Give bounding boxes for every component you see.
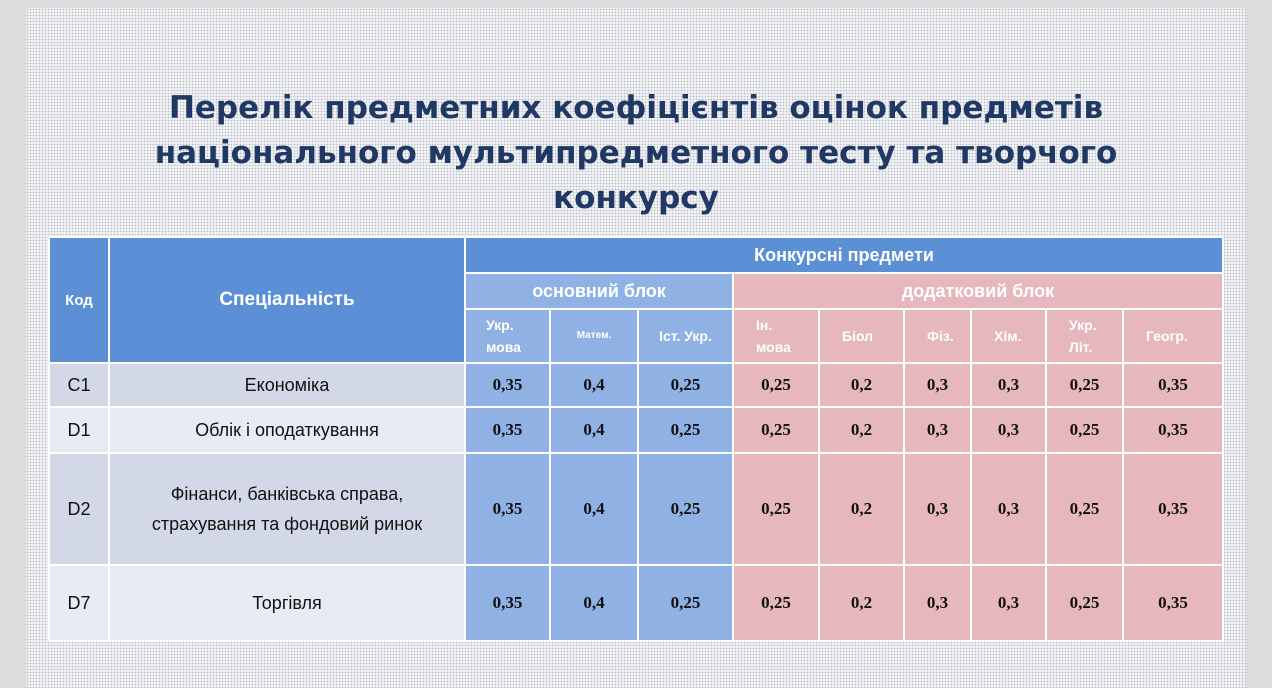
- coefficient-cell: 0,35: [1122, 362, 1224, 408]
- coefficient-cell: 0,2: [818, 406, 905, 454]
- table-row: С1 Економіка 0,35 0,4 0,25 0,25 0,2 0,3 0,3 0,25 0…: [48, 362, 1224, 408]
- coefficient-cell: 0,25: [732, 362, 820, 408]
- extra-subject-header: Фіз.: [903, 308, 972, 364]
- coefficient-cell: 0,25: [732, 452, 820, 566]
- coefficient-cell: 0,35: [464, 406, 551, 454]
- table-row: D2 Фінанси, банківська справа, страхування…: [48, 452, 1224, 566]
- coefficient-cell: 0,4: [549, 406, 639, 454]
- coefficient-cell: 0,25: [1045, 362, 1124, 408]
- specialty-name: Облік і оподаткування: [108, 406, 466, 454]
- coefficient-cell: 0,35: [464, 452, 551, 566]
- specialty-name: Фінанси, банківська справа, страхування т…: [108, 452, 466, 566]
- coefficient-cell: 0,3: [903, 362, 972, 408]
- coefficient-cell: 0,25: [1045, 452, 1124, 566]
- table-row: D7 Торгівля 0,35 0,4 0,25 0,25 0,2 0,3 0,3 0,25 0,…: [48, 564, 1224, 642]
- coefficient-cell: 0,25: [1045, 564, 1124, 642]
- specialty-code: С1: [48, 362, 110, 408]
- coefficient-cell: 0,3: [970, 406, 1047, 454]
- coefficient-cell: 0,3: [970, 452, 1047, 566]
- coefficient-cell: 0,35: [464, 362, 551, 408]
- coefficient-cell: 0,2: [818, 362, 905, 408]
- specialty-code: D1: [48, 406, 110, 454]
- basic-block-header: основний блок: [464, 272, 734, 310]
- coefficient-cell: 0,3: [970, 362, 1047, 408]
- extra-subject-header: Геогр.: [1122, 308, 1224, 364]
- extra-subject-header: Хім.: [970, 308, 1047, 364]
- coefficient-cell: 0,25: [732, 406, 820, 454]
- coefficient-cell: 0,4: [549, 452, 639, 566]
- specialty-name: Економіка: [108, 362, 466, 408]
- page-title: Перелік предметних коефіцієнтів оцінок п…: [86, 86, 1186, 221]
- coefficient-cell: 0,2: [818, 452, 905, 566]
- extra-subject-header: Укр. Літ.: [1045, 308, 1124, 364]
- coefficient-cell: 0,35: [1122, 452, 1224, 566]
- coefficient-cell: 0,35: [464, 564, 551, 642]
- coefficient-cell: 0,25: [1045, 406, 1124, 454]
- coefficient-cell: 0,3: [903, 564, 972, 642]
- basic-subject-header: Укр. мова: [464, 308, 551, 364]
- specialty-code: D2: [48, 452, 110, 566]
- coefficient-cell: 0,25: [637, 452, 734, 566]
- coefficient-cell: 0,25: [637, 362, 734, 408]
- basic-subject-header: Матем.: [549, 308, 639, 364]
- coefficient-cell: 0,25: [637, 564, 734, 642]
- code-header: Код: [48, 236, 110, 364]
- specialty-code: D7: [48, 564, 110, 642]
- subjects-header: Конкурсні предмети: [464, 236, 1224, 274]
- specialty-name: Торгівля: [108, 564, 466, 642]
- extra-subject-header: Біол: [818, 308, 905, 364]
- title-line-3: конкурсу: [553, 180, 719, 216]
- coefficient-cell: 0,4: [549, 362, 639, 408]
- extra-block-header: додатковий блок: [732, 272, 1224, 310]
- coefficient-cell: 0,3: [903, 406, 972, 454]
- coefficient-cell: 0,3: [903, 452, 972, 566]
- basic-subject-header: Іст. Укр.: [637, 308, 734, 364]
- table-row: D1 Облік і оподаткування 0,35 0,4 0,25 0,25 0,…: [48, 406, 1224, 454]
- extra-subject-header: Ін. мова: [732, 308, 820, 364]
- coefficient-cell: 0,35: [1122, 406, 1224, 454]
- specialty-header: Спеціальність: [108, 236, 466, 364]
- coefficient-cell: 0,2: [818, 564, 905, 642]
- coefficient-cell: 0,35: [1122, 564, 1224, 642]
- coefficient-cell: 0,25: [732, 564, 820, 642]
- title-line-2: національного мультипредметного тесту та…: [154, 135, 1118, 171]
- coefficients-table-wrapper: Код Спеціальність Конкурсні предмети осн…: [48, 236, 1224, 642]
- title-line-1: Перелік предметних коефіцієнтів оцінок п…: [168, 90, 1104, 126]
- coefficient-cell: 0,3: [970, 564, 1047, 642]
- coefficient-cell: 0,25: [637, 406, 734, 454]
- coefficients-table: Код Спеціальність Конкурсні предмети осн…: [48, 236, 1224, 642]
- coefficient-cell: 0,4: [549, 564, 639, 642]
